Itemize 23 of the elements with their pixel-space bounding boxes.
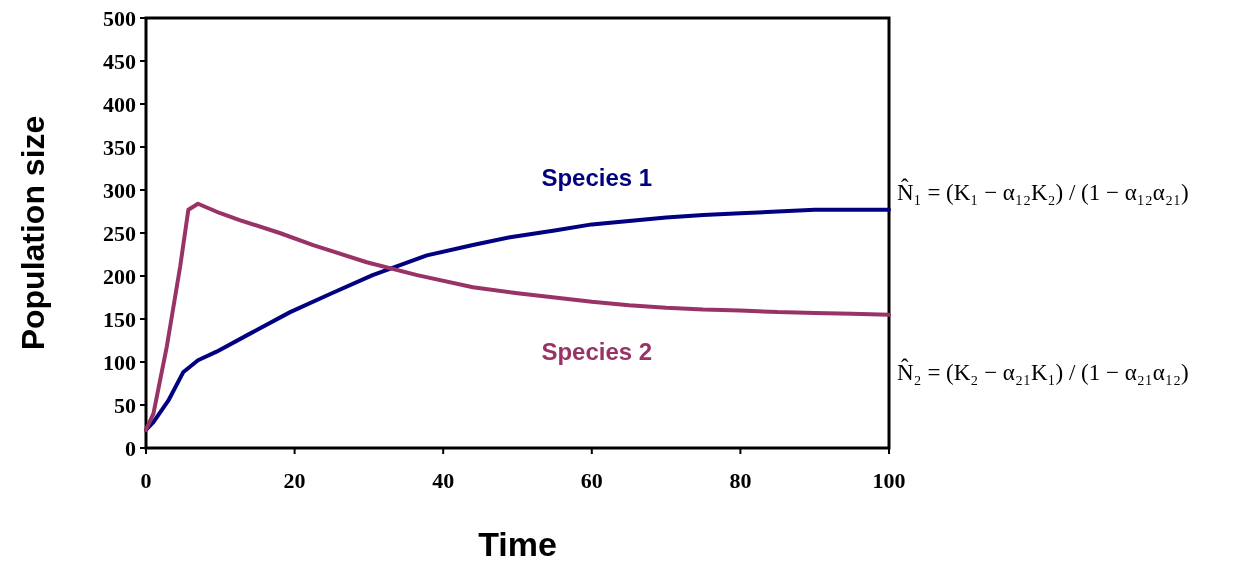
y-tick-label: 0 bbox=[125, 435, 136, 461]
y-tick-label: 50 bbox=[114, 392, 136, 418]
y-tick-label: 500 bbox=[103, 5, 136, 31]
text: N̂₁ = (K₁ − α₁₂K₂) / (1 − α₁₂α₂₁) bbox=[897, 178, 1189, 205]
x-tick-label: 40 bbox=[432, 468, 455, 493]
y-tick-label: 250 bbox=[103, 220, 136, 246]
x-tick-label: 0 bbox=[140, 468, 152, 493]
x-tick-label: 20 bbox=[283, 468, 306, 493]
y-tick-label: 100 bbox=[103, 349, 136, 375]
y-tick-label: 400 bbox=[103, 91, 136, 117]
y-tick-label: 350 bbox=[103, 134, 136, 160]
x-axis-title: Time bbox=[478, 525, 557, 563]
y-tick-label: 450 bbox=[103, 48, 136, 74]
x-tick-label: 100 bbox=[872, 468, 906, 493]
y-tick-label: 300 bbox=[103, 177, 136, 203]
y-tick-label: 200 bbox=[103, 263, 136, 289]
x-tick-label: 80 bbox=[729, 468, 752, 493]
series-label: Species 2 bbox=[541, 337, 653, 365]
y-axis-title: Population size bbox=[15, 115, 51, 351]
y-tick-label: 150 bbox=[103, 306, 136, 332]
series-label: Species 1 bbox=[541, 164, 653, 192]
x-tick-label: 60 bbox=[580, 468, 603, 493]
text: N̂₂ = (K₂ − α₂₁K₁) / (1 − α₂₁α₁₂) bbox=[897, 358, 1189, 385]
